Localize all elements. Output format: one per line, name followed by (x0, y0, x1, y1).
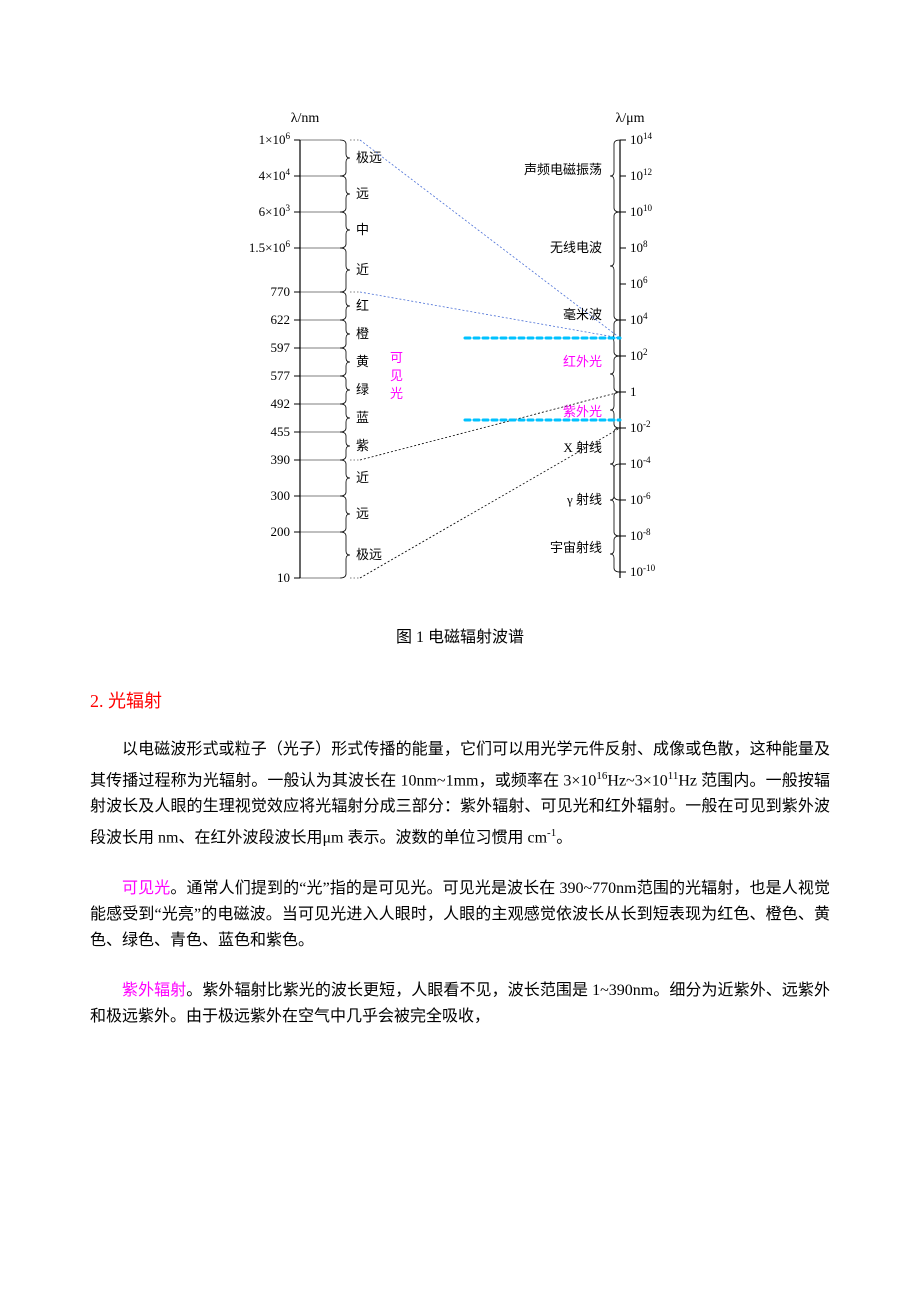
svg-text:200: 200 (271, 524, 291, 539)
svg-text:红: 红 (356, 298, 369, 313)
svg-text:10-8: 10-8 (630, 527, 651, 543)
svg-text:λ/nm: λ/nm (291, 111, 320, 126)
svg-text:中: 中 (356, 222, 369, 237)
svg-text:光: 光 (390, 386, 403, 401)
svg-text:1012: 1012 (630, 167, 653, 183)
para-3-body: 。紫外辐射比紫光的波长更短，人眼看不见，波长范围是 1~390nm。细分为近紫外… (90, 982, 830, 1025)
para-3-label: 紫外辐射 (122, 982, 186, 999)
svg-text:6×103: 6×103 (259, 203, 291, 219)
svg-text:597: 597 (271, 340, 291, 355)
svg-text:108: 108 (630, 239, 648, 255)
svg-text:X 射线: X 射线 (563, 440, 602, 455)
svg-text:远: 远 (356, 186, 369, 201)
svg-text:10-2: 10-2 (630, 419, 651, 435)
para-1-sup1: 16 (596, 770, 607, 782)
svg-text:极远: 极远 (356, 547, 382, 562)
svg-text:577: 577 (271, 368, 291, 383)
svg-text:10-10: 10-10 (630, 563, 656, 579)
para-3: 紫外辐射。紫外辐射比紫光的波长更短，人眼看不见，波长范围是 1~390nm。细分… (90, 978, 830, 1030)
svg-text:1×106: 1×106 (259, 131, 291, 147)
svg-text:红外光: 红外光 (563, 354, 602, 369)
svg-text:106: 106 (630, 275, 648, 291)
para-1: 以电磁波形式或粒子（光子）形式传播的能量，它们可以用光学元件反射、成像或色散，这… (90, 737, 830, 852)
svg-text:宇宙射线: 宇宙射线 (550, 540, 602, 555)
para-1-sup2: 11 (668, 770, 679, 782)
svg-text:390: 390 (271, 452, 291, 467)
para-1-sup3: -1 (547, 827, 556, 839)
figure-caption: 图 1 电磁辐射波谱 (90, 623, 830, 647)
svg-text:104: 104 (630, 311, 648, 327)
svg-text:声频电磁振荡: 声频电磁振荡 (524, 162, 602, 177)
svg-text:10-6: 10-6 (630, 491, 651, 507)
svg-text:γ 射线: γ 射线 (566, 492, 602, 507)
svg-text:770: 770 (271, 284, 291, 299)
svg-text:10-4: 10-4 (630, 455, 651, 471)
para-2: 可见光。通常人们提到的“光”指的是可见光。可见光是波长在 390~770nm范围… (90, 876, 830, 954)
em-spectrum-diagram: λ/nm1×106 4×104 6×103 1.5×106 770 622 597 577 49… (200, 100, 720, 590)
svg-text:极远: 极远 (356, 150, 382, 165)
svg-text:橙: 橙 (356, 326, 369, 341)
svg-text:近: 近 (356, 262, 369, 277)
svg-text:1.5×106: 1.5×106 (249, 239, 291, 255)
svg-text:492: 492 (271, 396, 291, 411)
svg-text:紫: 紫 (356, 438, 369, 453)
svg-text:远: 远 (356, 506, 369, 521)
svg-text:102: 102 (630, 347, 648, 363)
svg-text:黄: 黄 (356, 354, 369, 369)
svg-text:紫外光: 紫外光 (563, 404, 602, 419)
svg-text:622: 622 (271, 312, 291, 327)
svg-text:绿: 绿 (356, 382, 369, 397)
para-1-b: Hz~3×10 (607, 772, 667, 789)
svg-text:4×104: 4×104 (259, 167, 291, 183)
section-heading-2: 2. 光辐射 (90, 687, 830, 713)
svg-text:λ/μm: λ/μm (615, 111, 644, 126)
svg-text:1: 1 (630, 384, 637, 399)
svg-text:见: 见 (390, 368, 403, 383)
svg-text:可: 可 (390, 350, 403, 365)
svg-text:近: 近 (356, 470, 369, 485)
svg-text:无线电波: 无线电波 (550, 240, 602, 255)
svg-text:1010: 1010 (630, 203, 653, 219)
svg-text:10: 10 (277, 570, 290, 585)
para-1-d: 。 (556, 830, 572, 847)
para-2-label: 可见光 (122, 880, 170, 897)
svg-text:蓝: 蓝 (356, 410, 369, 425)
para-2-body: 。通常人们提到的“光”指的是可见光。可见光是波长在 390~770nm范围的光辐… (90, 880, 830, 949)
svg-text:1014: 1014 (630, 131, 653, 147)
svg-text:455: 455 (271, 424, 291, 439)
svg-text:300: 300 (271, 488, 291, 503)
